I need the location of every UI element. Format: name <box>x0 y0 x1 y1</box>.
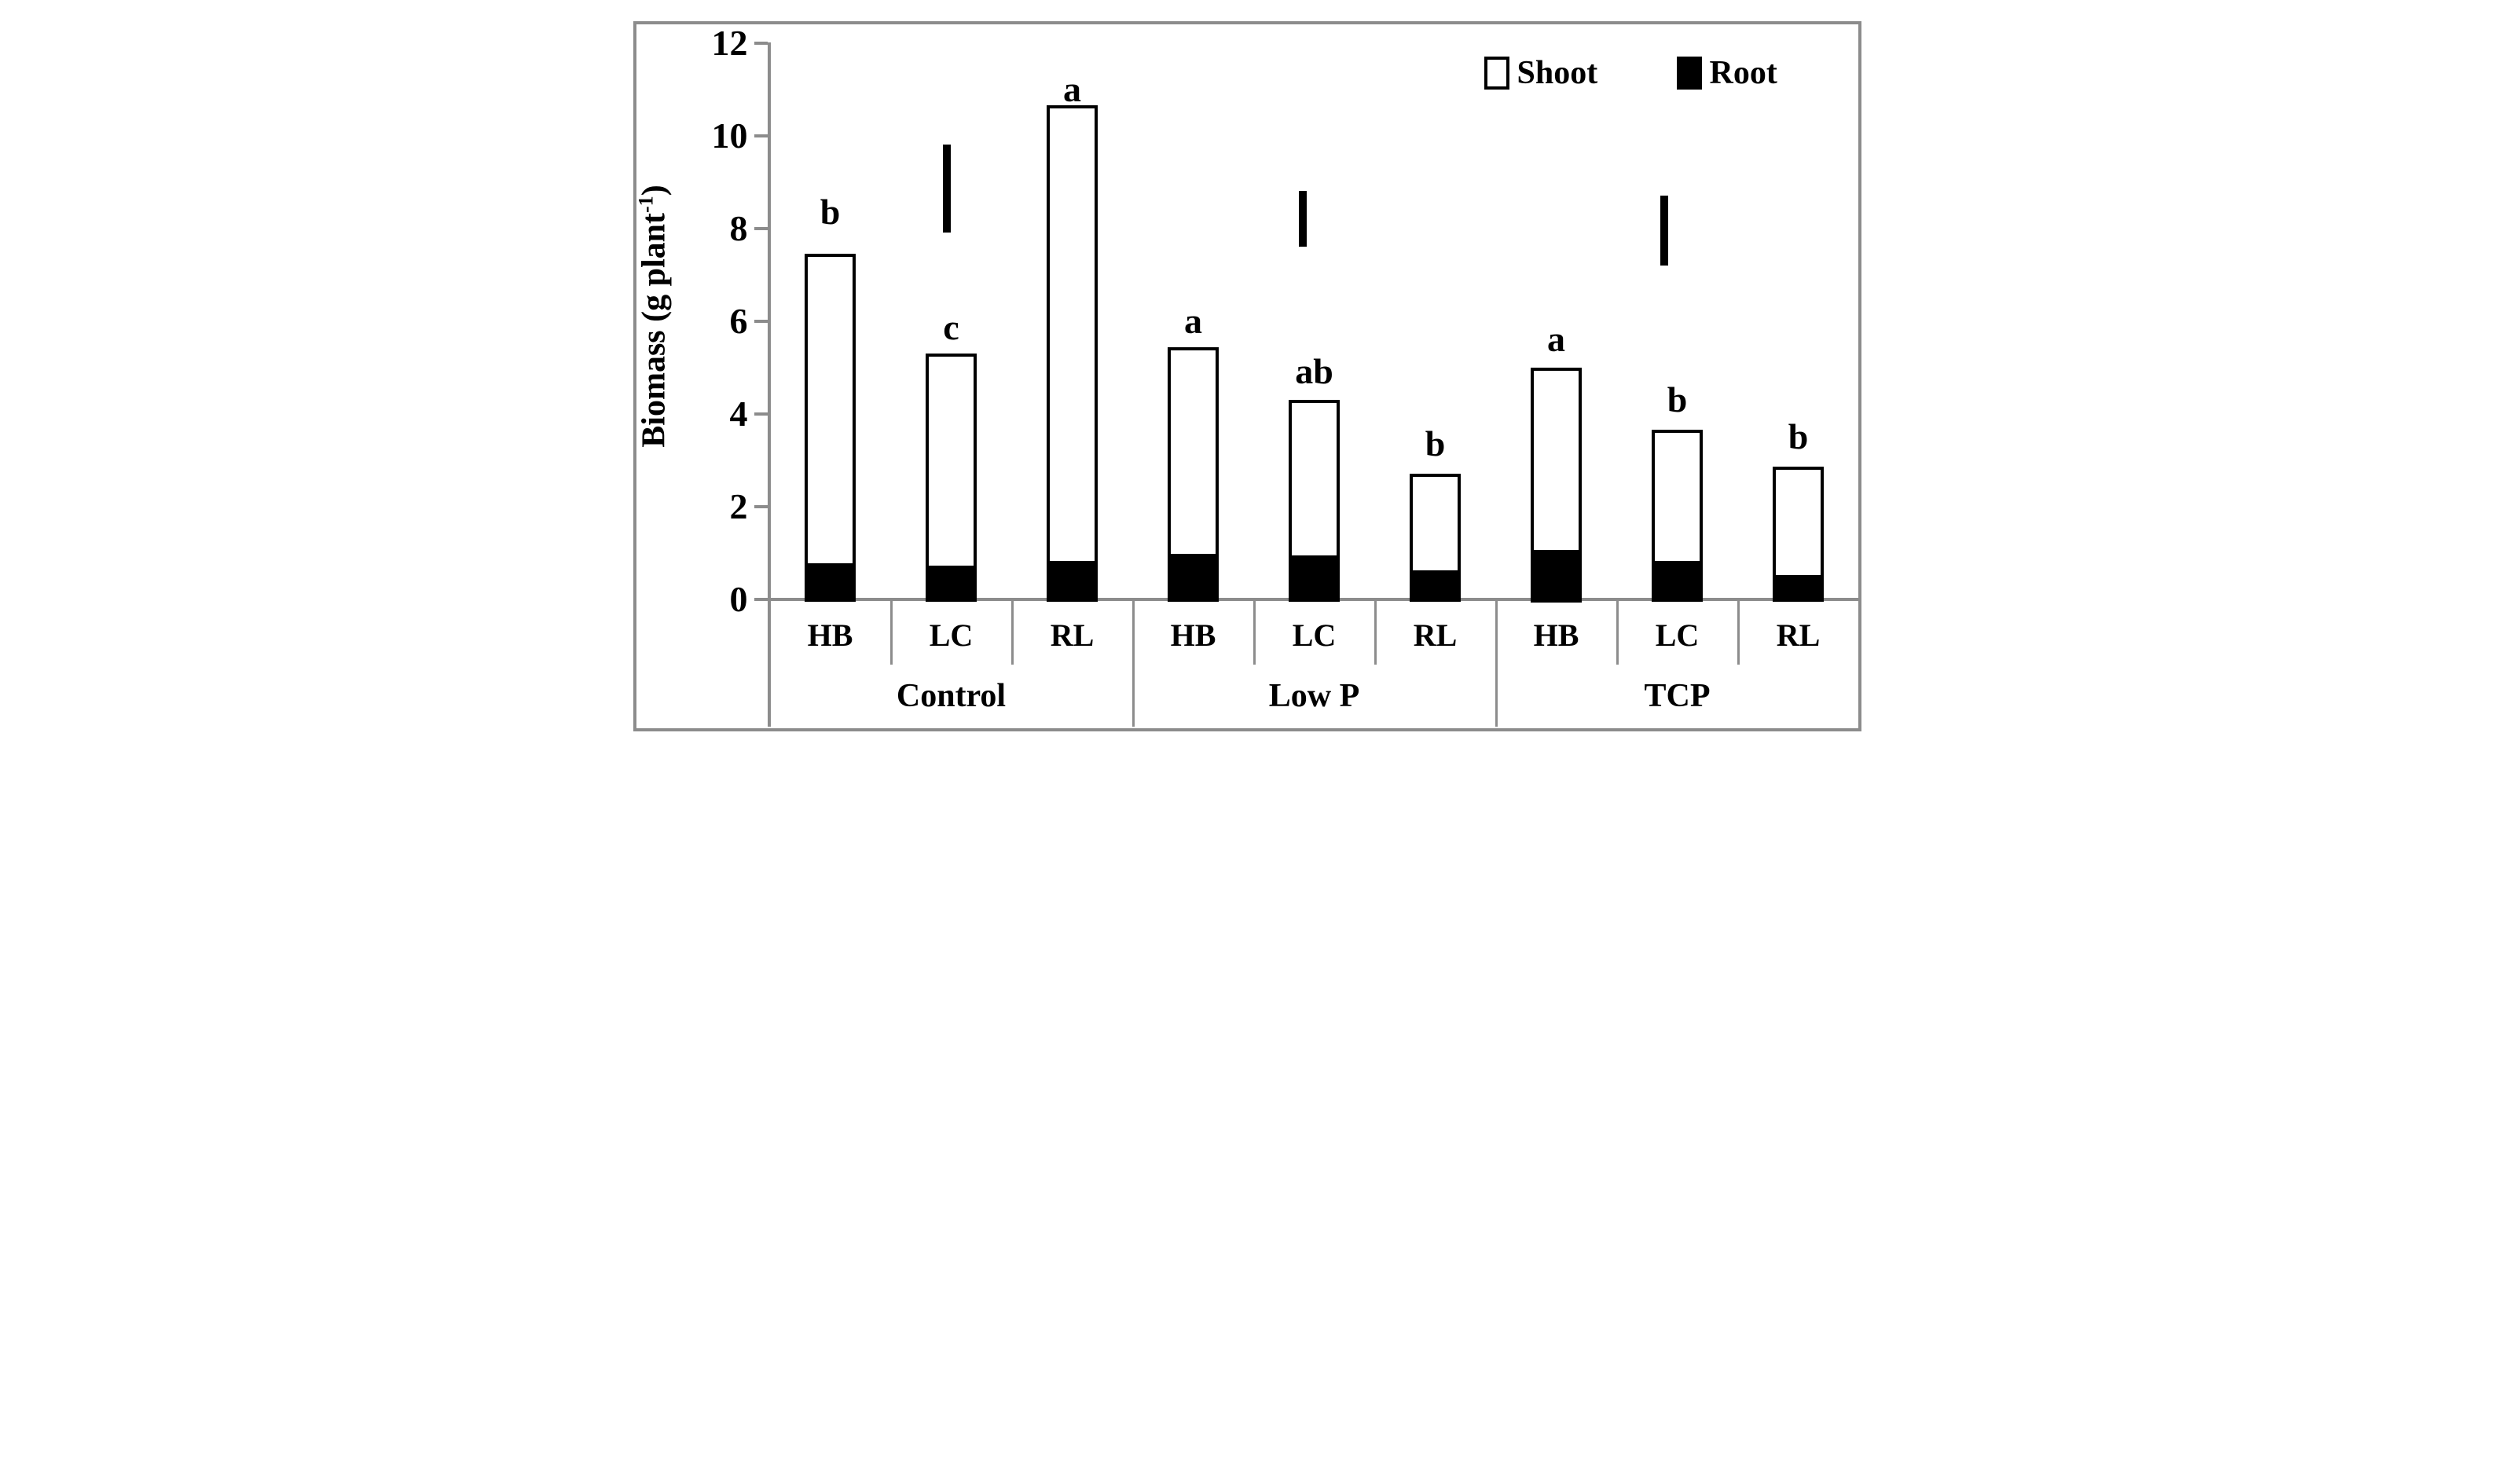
significance-letter: b <box>1667 379 1688 420</box>
y-tick-label: 2 <box>729 486 748 526</box>
stacked-bar-LowP-RL <box>1410 474 1461 603</box>
stacked-bar-TCP-HB <box>1531 367 1582 603</box>
genotype-separator <box>1253 599 1256 665</box>
stacked-bar-LowP-LC <box>1289 400 1340 603</box>
y-tick-mark <box>754 412 768 416</box>
root-segment <box>1050 561 1095 599</box>
x-label-genotype: LC <box>929 617 974 653</box>
stacked-bar-Control-LC <box>926 353 977 603</box>
genotype-separator <box>1010 599 1014 665</box>
root-segment <box>1171 554 1216 599</box>
root-segment <box>1413 570 1458 599</box>
plot-area: 0 2 4 6 8 10 12 b HB c LC a RL Control a HB ab LC b RL Low P… <box>624 0 1871 742</box>
x-label-genotype: HB <box>1170 617 1216 653</box>
shoot-swatch-icon <box>1484 57 1509 90</box>
significance-letter: a <box>1547 319 1565 360</box>
y-tick-mark <box>754 134 768 137</box>
significance-letter: b <box>820 191 841 232</box>
x-label-genotype: RL <box>1050 617 1095 653</box>
lsd-error-bar <box>1660 196 1669 266</box>
root-segment <box>1292 555 1337 599</box>
panel-separator <box>1131 599 1135 727</box>
legend-label-shoot: Shoot <box>1517 55 1598 91</box>
significance-letter: ab <box>1295 351 1333 392</box>
genotype-separator <box>1737 599 1740 665</box>
figure: Biomass (g plant-1) Shoot Root 0 2 4 6 8 10 12… <box>623 0 1871 742</box>
legend-label-root: Root <box>1709 55 1777 91</box>
y-tick-label: 12 <box>711 22 748 63</box>
y-tick-mark <box>754 319 768 323</box>
y-tick-label: 10 <box>711 115 748 156</box>
stacked-bar-TCP-LC <box>1652 430 1703 603</box>
panel-separator <box>1495 599 1498 727</box>
x-label-genotype: LC <box>1292 617 1337 653</box>
stacked-bar-Control-HB <box>805 253 856 603</box>
y-tick-label: 4 <box>729 393 748 434</box>
y-tick-label: 6 <box>729 300 748 341</box>
legend-item-root: Root <box>1676 55 1777 91</box>
root-swatch-icon <box>1676 57 1702 90</box>
genotype-separator <box>1616 599 1619 665</box>
significance-letter: b <box>1788 416 1809 456</box>
x-label-group: Low P <box>1268 677 1360 714</box>
y-tick-label: 8 <box>729 207 748 248</box>
genotype-separator <box>1374 599 1377 665</box>
y-tick-label: 0 <box>729 578 748 619</box>
x-label-group: TCP <box>1644 677 1711 714</box>
significance-letter: b <box>1425 423 1446 464</box>
x-label-genotype: HB <box>807 617 853 653</box>
lsd-error-bar <box>1298 191 1307 247</box>
x-label-genotype: LC <box>1655 617 1700 653</box>
x-label-genotype: HB <box>1533 617 1579 653</box>
lsd-error-bar <box>942 145 951 233</box>
root-segment <box>1534 549 1579 599</box>
y-tick-mark <box>754 41 768 45</box>
root-segment <box>1776 575 1821 599</box>
x-label-genotype: RL <box>1413 617 1458 653</box>
root-segment <box>808 563 853 599</box>
root-segment <box>929 566 974 599</box>
stacked-bar-TCP-RL <box>1773 467 1824 603</box>
significance-letter: a <box>1184 300 1202 341</box>
stacked-bar-Control-RL <box>1047 105 1098 603</box>
root-segment <box>1655 561 1700 599</box>
y-axis-line <box>767 42 771 727</box>
y-tick-mark <box>754 226 768 230</box>
x-label-genotype: RL <box>1776 617 1821 653</box>
stacked-bar-LowP-HB <box>1168 346 1219 603</box>
significance-letter: a <box>1063 68 1081 109</box>
significance-letter: c <box>943 307 959 348</box>
y-tick-mark <box>754 597 768 601</box>
genotype-separator <box>889 599 893 665</box>
y-tick-mark <box>754 504 768 508</box>
legend-item-shoot: Shoot <box>1484 55 1598 91</box>
x-label-group: Control <box>896 677 1007 714</box>
